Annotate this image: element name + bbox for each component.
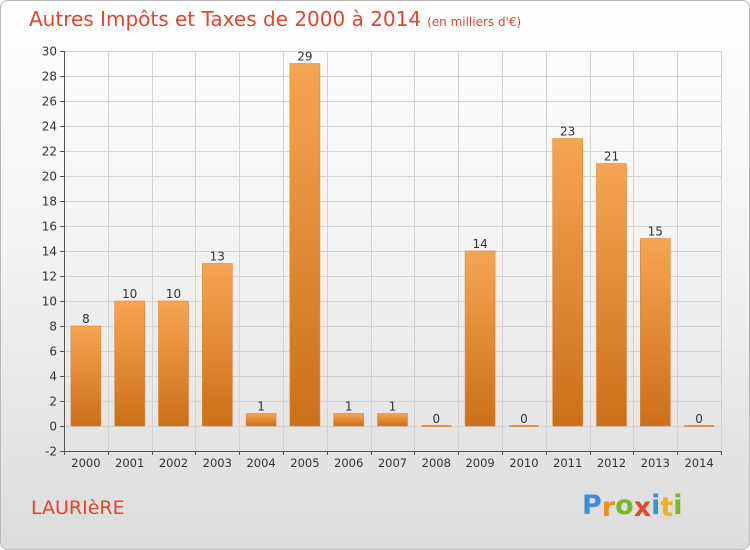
- x-tick-label: 2004: [246, 456, 275, 470]
- y-tick-label: 20: [42, 170, 57, 184]
- logo-letter: i: [651, 490, 661, 521]
- data-label: 8: [82, 312, 90, 326]
- logo-letter: i: [673, 490, 683, 521]
- commune-name: LAURIèRE: [31, 497, 125, 519]
- data-label: 21: [604, 150, 619, 164]
- x-tick-label: 2005: [290, 456, 319, 470]
- data-label: 10: [122, 287, 137, 301]
- bar-2012: [596, 163, 627, 427]
- y-tick-label: 4: [49, 370, 57, 384]
- axes: [60, 51, 722, 455]
- y-tick-label: 24: [42, 120, 57, 134]
- bar-2004: [245, 413, 277, 427]
- data-label: 14: [472, 237, 487, 251]
- bar-2013: [639, 238, 671, 427]
- y-tick-label: 30: [42, 45, 57, 59]
- chart-title-text: Autres Impôts et Taxes de 2000 à 2014: [29, 7, 422, 31]
- logo-letter: t: [660, 492, 674, 523]
- bar-2009: [464, 250, 496, 427]
- y-tick-label: 2: [49, 395, 57, 409]
- data-label: 0: [432, 412, 440, 426]
- x-tick-label: 2002: [159, 456, 188, 470]
- y-tick-label: 6: [49, 345, 57, 359]
- data-label: 0: [695, 412, 703, 426]
- x-tick-labels: 2000 2001 2002 2003 2004 2005 2006 2007 2008 2009…: [71, 456, 713, 470]
- data-label: 1: [389, 400, 397, 414]
- x-tick-label: 2011: [553, 456, 582, 470]
- data-label: 10: [166, 287, 181, 301]
- x-tick-label: 2001: [115, 456, 144, 470]
- x-tick-label: 2008: [422, 456, 451, 470]
- y-tick-label: 0: [49, 420, 57, 434]
- logo-letter: x: [633, 492, 652, 523]
- bars: [70, 63, 715, 427]
- data-label: 1: [257, 400, 265, 414]
- data-label: 13: [210, 250, 225, 264]
- y-tick-label: 14: [42, 245, 57, 259]
- x-tick-label: 2014: [684, 456, 713, 470]
- y-tick-label: 26: [42, 95, 57, 109]
- data-label: 15: [648, 225, 663, 239]
- data-label: 29: [297, 50, 312, 64]
- bar-2011: [552, 138, 584, 427]
- x-tick-label: 2003: [203, 456, 232, 470]
- chart-unit-text: (en milliers d'€): [427, 15, 522, 29]
- y-tick-label: 12: [42, 270, 57, 284]
- x-tick-label: 2012: [597, 456, 626, 470]
- y-tick-label: 18: [42, 195, 57, 209]
- data-label: 1: [345, 400, 353, 414]
- x-tick-label: 2000: [71, 456, 100, 470]
- y-tick-label: 10: [42, 295, 57, 309]
- y-tick-label: 22: [42, 145, 57, 159]
- data-label: 0: [520, 412, 528, 426]
- logo-letter: P: [582, 490, 602, 521]
- bar-2001: [114, 300, 145, 427]
- bar-2002: [158, 300, 189, 427]
- y-tick-label: 16: [42, 220, 57, 234]
- bar-2005: [289, 63, 321, 427]
- bar-2003: [202, 263, 233, 427]
- x-tick-label: 2013: [641, 456, 670, 470]
- bar-2006: [333, 413, 365, 427]
- bar-2000: [70, 325, 102, 427]
- y-tick-label: 8: [49, 320, 57, 334]
- chart-title: Autres Impôts et Taxes de 2000 à 2014 (en…: [29, 7, 521, 31]
- x-tick-label: 2006: [334, 456, 363, 470]
- y-tick-label: 28: [42, 70, 57, 84]
- x-tick-label: 2009: [465, 456, 494, 470]
- logo-letter: o: [615, 490, 634, 521]
- x-tick-label: 2007: [378, 456, 407, 470]
- x-tick-label: 2010: [509, 456, 538, 470]
- y-tick-label: -2: [45, 445, 57, 459]
- data-label: 23: [560, 125, 575, 139]
- logo-letter: r: [601, 492, 616, 523]
- proxiti-logo: Proxiti: [582, 490, 683, 523]
- bar-2007: [377, 413, 408, 427]
